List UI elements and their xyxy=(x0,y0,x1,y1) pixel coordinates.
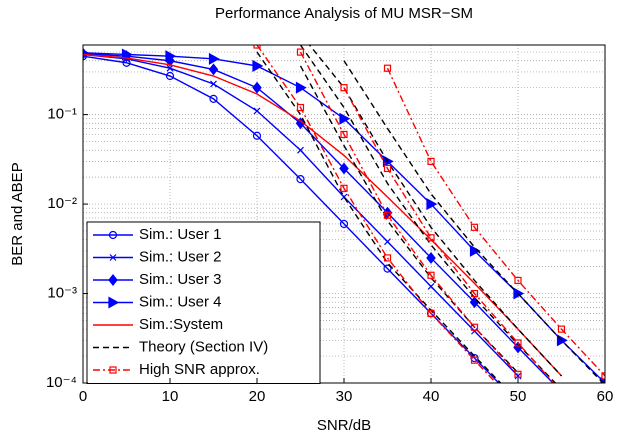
marker xyxy=(165,71,175,81)
legend-label: Sim.: User 4 xyxy=(139,293,222,310)
marker xyxy=(559,389,565,395)
marker xyxy=(470,223,479,231)
series-line xyxy=(83,53,563,377)
marker xyxy=(109,254,117,261)
series-line xyxy=(83,52,554,383)
marker xyxy=(427,157,435,165)
marker xyxy=(470,323,479,331)
marker xyxy=(339,219,349,229)
marker xyxy=(557,325,566,333)
marker xyxy=(426,198,438,211)
marker xyxy=(340,130,348,139)
marker xyxy=(471,327,478,335)
marker xyxy=(339,162,349,175)
marker xyxy=(296,103,305,112)
x-tick-label: 30 xyxy=(336,388,353,405)
marker xyxy=(470,356,479,364)
marker xyxy=(210,80,217,88)
legend: Sim.: User 1 Sim.: User 2 Sim.: User 3 Sim.… xyxy=(86,221,321,384)
marker xyxy=(295,81,307,94)
marker xyxy=(109,366,117,374)
marker xyxy=(427,309,435,317)
marker xyxy=(514,276,522,285)
marker xyxy=(470,289,479,298)
marker xyxy=(384,238,391,246)
marker xyxy=(340,184,348,192)
x-tick-label: 40 xyxy=(423,388,440,405)
marker xyxy=(253,45,261,49)
marker xyxy=(295,117,306,130)
legend-label: Theory (Section IV) xyxy=(139,338,268,355)
marker xyxy=(383,164,392,173)
marker xyxy=(383,264,392,273)
marker xyxy=(83,52,88,61)
x-tick-label: 20 xyxy=(249,388,266,405)
x-tick-label: 50 xyxy=(510,388,527,405)
marker xyxy=(427,234,435,242)
x-tick-label: 60 xyxy=(597,388,614,405)
marker xyxy=(514,339,522,347)
y-axis-label: BER and ABEP xyxy=(9,162,26,265)
marker xyxy=(252,131,262,140)
marker xyxy=(340,84,348,92)
legend-label: Sim.: User 3 xyxy=(139,271,222,288)
marker xyxy=(296,175,305,184)
marker xyxy=(108,296,120,309)
legend-label: Sim.:System xyxy=(139,316,223,333)
legend-label: Sim.: User 2 xyxy=(139,248,222,265)
x-axis-label: SNR/dB xyxy=(317,417,371,434)
series-line xyxy=(343,60,605,383)
marker xyxy=(165,50,177,63)
series-line xyxy=(299,51,519,375)
marker xyxy=(209,94,218,103)
marker xyxy=(427,283,435,290)
series-line xyxy=(256,51,502,383)
series-line xyxy=(343,87,555,383)
marker xyxy=(601,372,605,380)
marker xyxy=(383,254,392,262)
series-layer xyxy=(83,45,605,397)
marker xyxy=(166,64,174,72)
x-tick-label: 10 xyxy=(162,388,179,405)
x-tick-label: 0 xyxy=(79,388,87,405)
marker xyxy=(469,244,481,257)
marker xyxy=(252,81,262,94)
marker xyxy=(121,48,133,61)
series-line xyxy=(299,65,519,374)
marker xyxy=(297,146,304,154)
marker xyxy=(426,251,436,264)
legend-label: Sim.: User 1 xyxy=(139,226,222,243)
y-tick-label: 10⁻² xyxy=(47,195,77,212)
y-tick-label: 10⁻¹ xyxy=(47,106,77,123)
marker xyxy=(252,59,264,72)
marker xyxy=(514,370,522,378)
marker xyxy=(108,230,118,240)
legend-label: High SNR approx. xyxy=(139,361,260,378)
marker xyxy=(339,112,351,125)
marker xyxy=(296,48,305,56)
y-tick-label: 10⁻³ xyxy=(47,285,77,302)
marker xyxy=(208,63,219,76)
series-line xyxy=(299,45,557,383)
marker xyxy=(383,211,392,219)
marker xyxy=(558,387,566,397)
series-line xyxy=(386,67,605,377)
marker xyxy=(253,107,261,115)
series-line xyxy=(256,45,498,383)
chart-title: Performance Analysis of MU MSR−SM xyxy=(215,5,473,22)
y-tick-label: 10⁻⁴ xyxy=(46,374,77,391)
marker xyxy=(208,52,220,65)
series-line xyxy=(308,45,563,377)
marker xyxy=(383,64,392,72)
marker xyxy=(427,271,435,279)
marker xyxy=(108,274,118,286)
